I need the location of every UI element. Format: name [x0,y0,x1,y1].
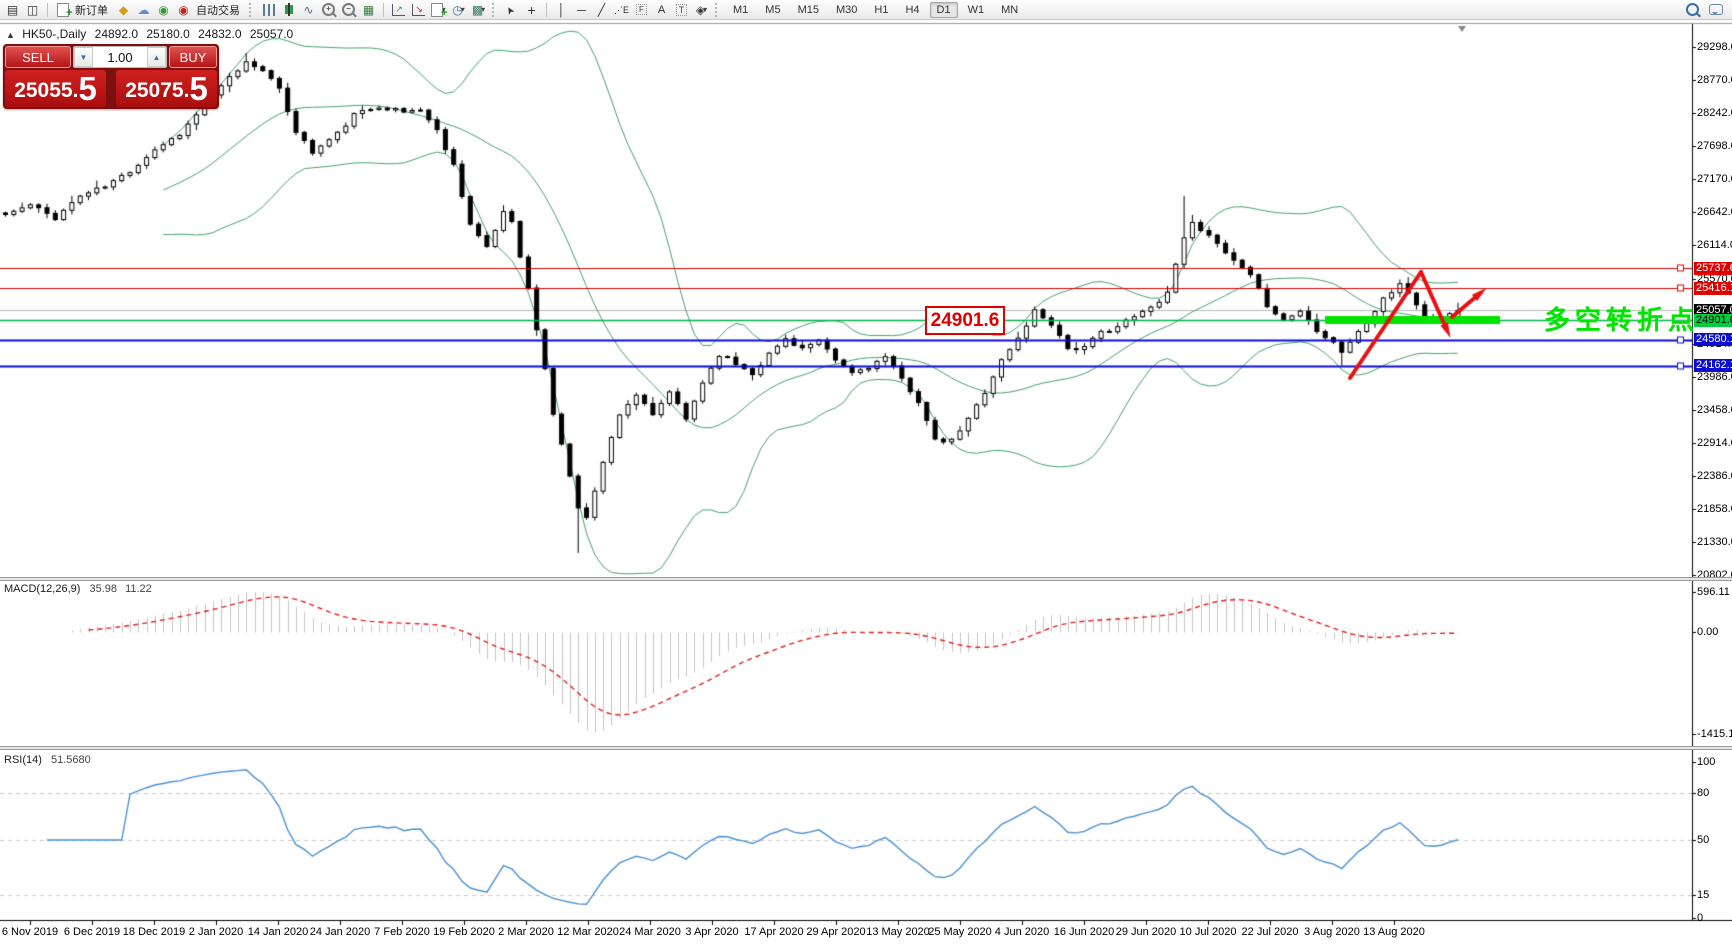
rsi-value: 51.5680 [50,754,91,766]
rsi-scale-label: 15 [1697,888,1710,901]
turning-point-note[interactable]: 多空转折点 [1544,305,1700,335]
buy-price[interactable]: 25075. 5 [116,70,217,107]
date-tick-label: 25 May 2020 [928,926,992,938]
rsi-scale-label: 100 [1697,756,1716,768]
date-tick-label: 18 Dec 2019 [122,926,186,938]
date-tick-label: 29 Jun 2020 [1115,926,1177,938]
price-tick-label: 23458.0 [1697,403,1732,416]
date-tick-label: 17 Apr 2020 [744,926,804,938]
date-tick-label: 10 Jul 2020 [1179,926,1237,938]
volume-stepper: ▼ 1.00 ▲ [73,46,167,68]
date-tick-label: 7 Feb 2020 [374,926,430,938]
macd-scale-label: 596.11 [1697,586,1730,598]
open-value: 24892.0 [94,27,139,41]
price-tag-red: 25416.1 [1694,281,1732,295]
date-tick-label: 24 Mar 2020 [619,926,681,938]
price-tick-label: 23986.0 [1697,370,1732,383]
rsi-panel-splitter[interactable] [0,746,1732,750]
date-tick-label: 13 Aug 2020 [1363,926,1425,938]
date-tick-label: 24 Jan 2020 [309,926,371,938]
sell-button[interactable]: SELL [5,46,71,68]
macd-panel-splitter[interactable] [0,577,1732,581]
volume-up-button[interactable]: ▲ [147,47,166,67]
sell-price-fraction: 5 [78,70,97,107]
price-tick-label: 28242.0 [1697,106,1732,119]
volume-down-button[interactable]: ▼ [74,47,93,67]
date-tick-label: 6 Nov 2019 [1,926,59,938]
date-tick-label: 16 Jun 2020 [1053,926,1115,938]
rsi-scale-label: 0 [1697,912,1704,924]
close-value: 25057.0 [249,27,294,41]
price-tag-blue: 24580.1 [1694,333,1732,347]
date-tick-label: 3 Aug 2020 [1304,926,1360,938]
buy-price-fraction: 5 [189,70,208,107]
collapse-trade-panel-icon[interactable]: ▲ [6,30,15,40]
date-tick-label: 22 Jul 2020 [1241,926,1299,938]
symbol-period-label: HK50-,Daily [22,27,87,41]
rsi-scale-label: 50 [1697,834,1710,846]
sell-price-main: 25055. [14,79,79,102]
macd-name: MACD(12,26,9) [4,583,81,595]
price-tick-label: 21330.0 [1697,535,1732,548]
price-tick-label: 26642.0 [1697,205,1732,218]
price-tick-label: 22386.0 [1697,470,1732,483]
price-tick-label: 28770.0 [1697,73,1732,86]
ohlc-header: ▲ HK50-,Daily 24892.0 25180.0 24832.0 25… [6,27,298,41]
date-tick-label: 19 Feb 2020 [433,926,495,938]
price-tag-red: 25737.6 [1694,261,1732,275]
high-value: 25180.0 [146,27,190,41]
date-tick-label: 3 Apr 2020 [685,926,739,938]
date-tick-label: 14 Jan 2020 [247,926,309,938]
price-tick-label: 27170.0 [1697,173,1732,186]
date-tick-label: 29 Apr 2020 [806,926,866,938]
price-tick-label: 29298.0 [1697,41,1732,53]
price-tick-label: 26114.0 [1697,238,1732,251]
price-tick-label: 22914.0 [1697,437,1732,450]
sell-price[interactable]: 25055. 5 [5,70,106,107]
price-level-annotation-box[interactable]: 24901.6 [925,306,1005,335]
volume-value[interactable]: 1.00 [107,49,133,65]
price-tick-label: 21858.0 [1697,503,1732,516]
date-tick-label: 13 May 2020 [866,926,930,938]
price-tag-blue: 24162.1 [1694,359,1732,373]
price-tick-label: 25570.0 [1697,272,1732,285]
buy-price-main: 25075. [125,79,190,102]
macd-scale-label: -1415.19 [1697,728,1732,740]
date-tick-label: 6 Dec 2019 [63,926,121,938]
rsi-label: RSI(14) 51.5680 [4,754,96,766]
date-tick-label: 2 Jan 2020 [188,926,244,938]
date-tick-label: 4 Jun 2020 [994,926,1050,938]
one-click-trade-panel: SELL ▼ 1.00 ▲ BUY 25055. 5 25075. 5 [3,44,219,109]
macd-main-value: 35.98 [89,583,118,595]
date-tick-label: 12 Mar 2020 [557,926,619,938]
rsi-scale-label: 80 [1697,787,1710,800]
price-tick-label: 27698.0 [1697,140,1732,153]
low-value: 24832.0 [198,27,242,41]
rsi-name: RSI(14) [4,754,42,766]
macd-label: MACD(12,26,9) 35.98 11.22 [4,583,157,595]
macd-signal-value: 11.22 [125,583,152,595]
date-tick-label: 2 Mar 2020 [498,926,554,938]
macd-scale-label: 0.00 [1697,626,1719,638]
price-tag-green: 24901.6 [1694,313,1732,327]
buy-button[interactable]: BUY [169,46,217,68]
